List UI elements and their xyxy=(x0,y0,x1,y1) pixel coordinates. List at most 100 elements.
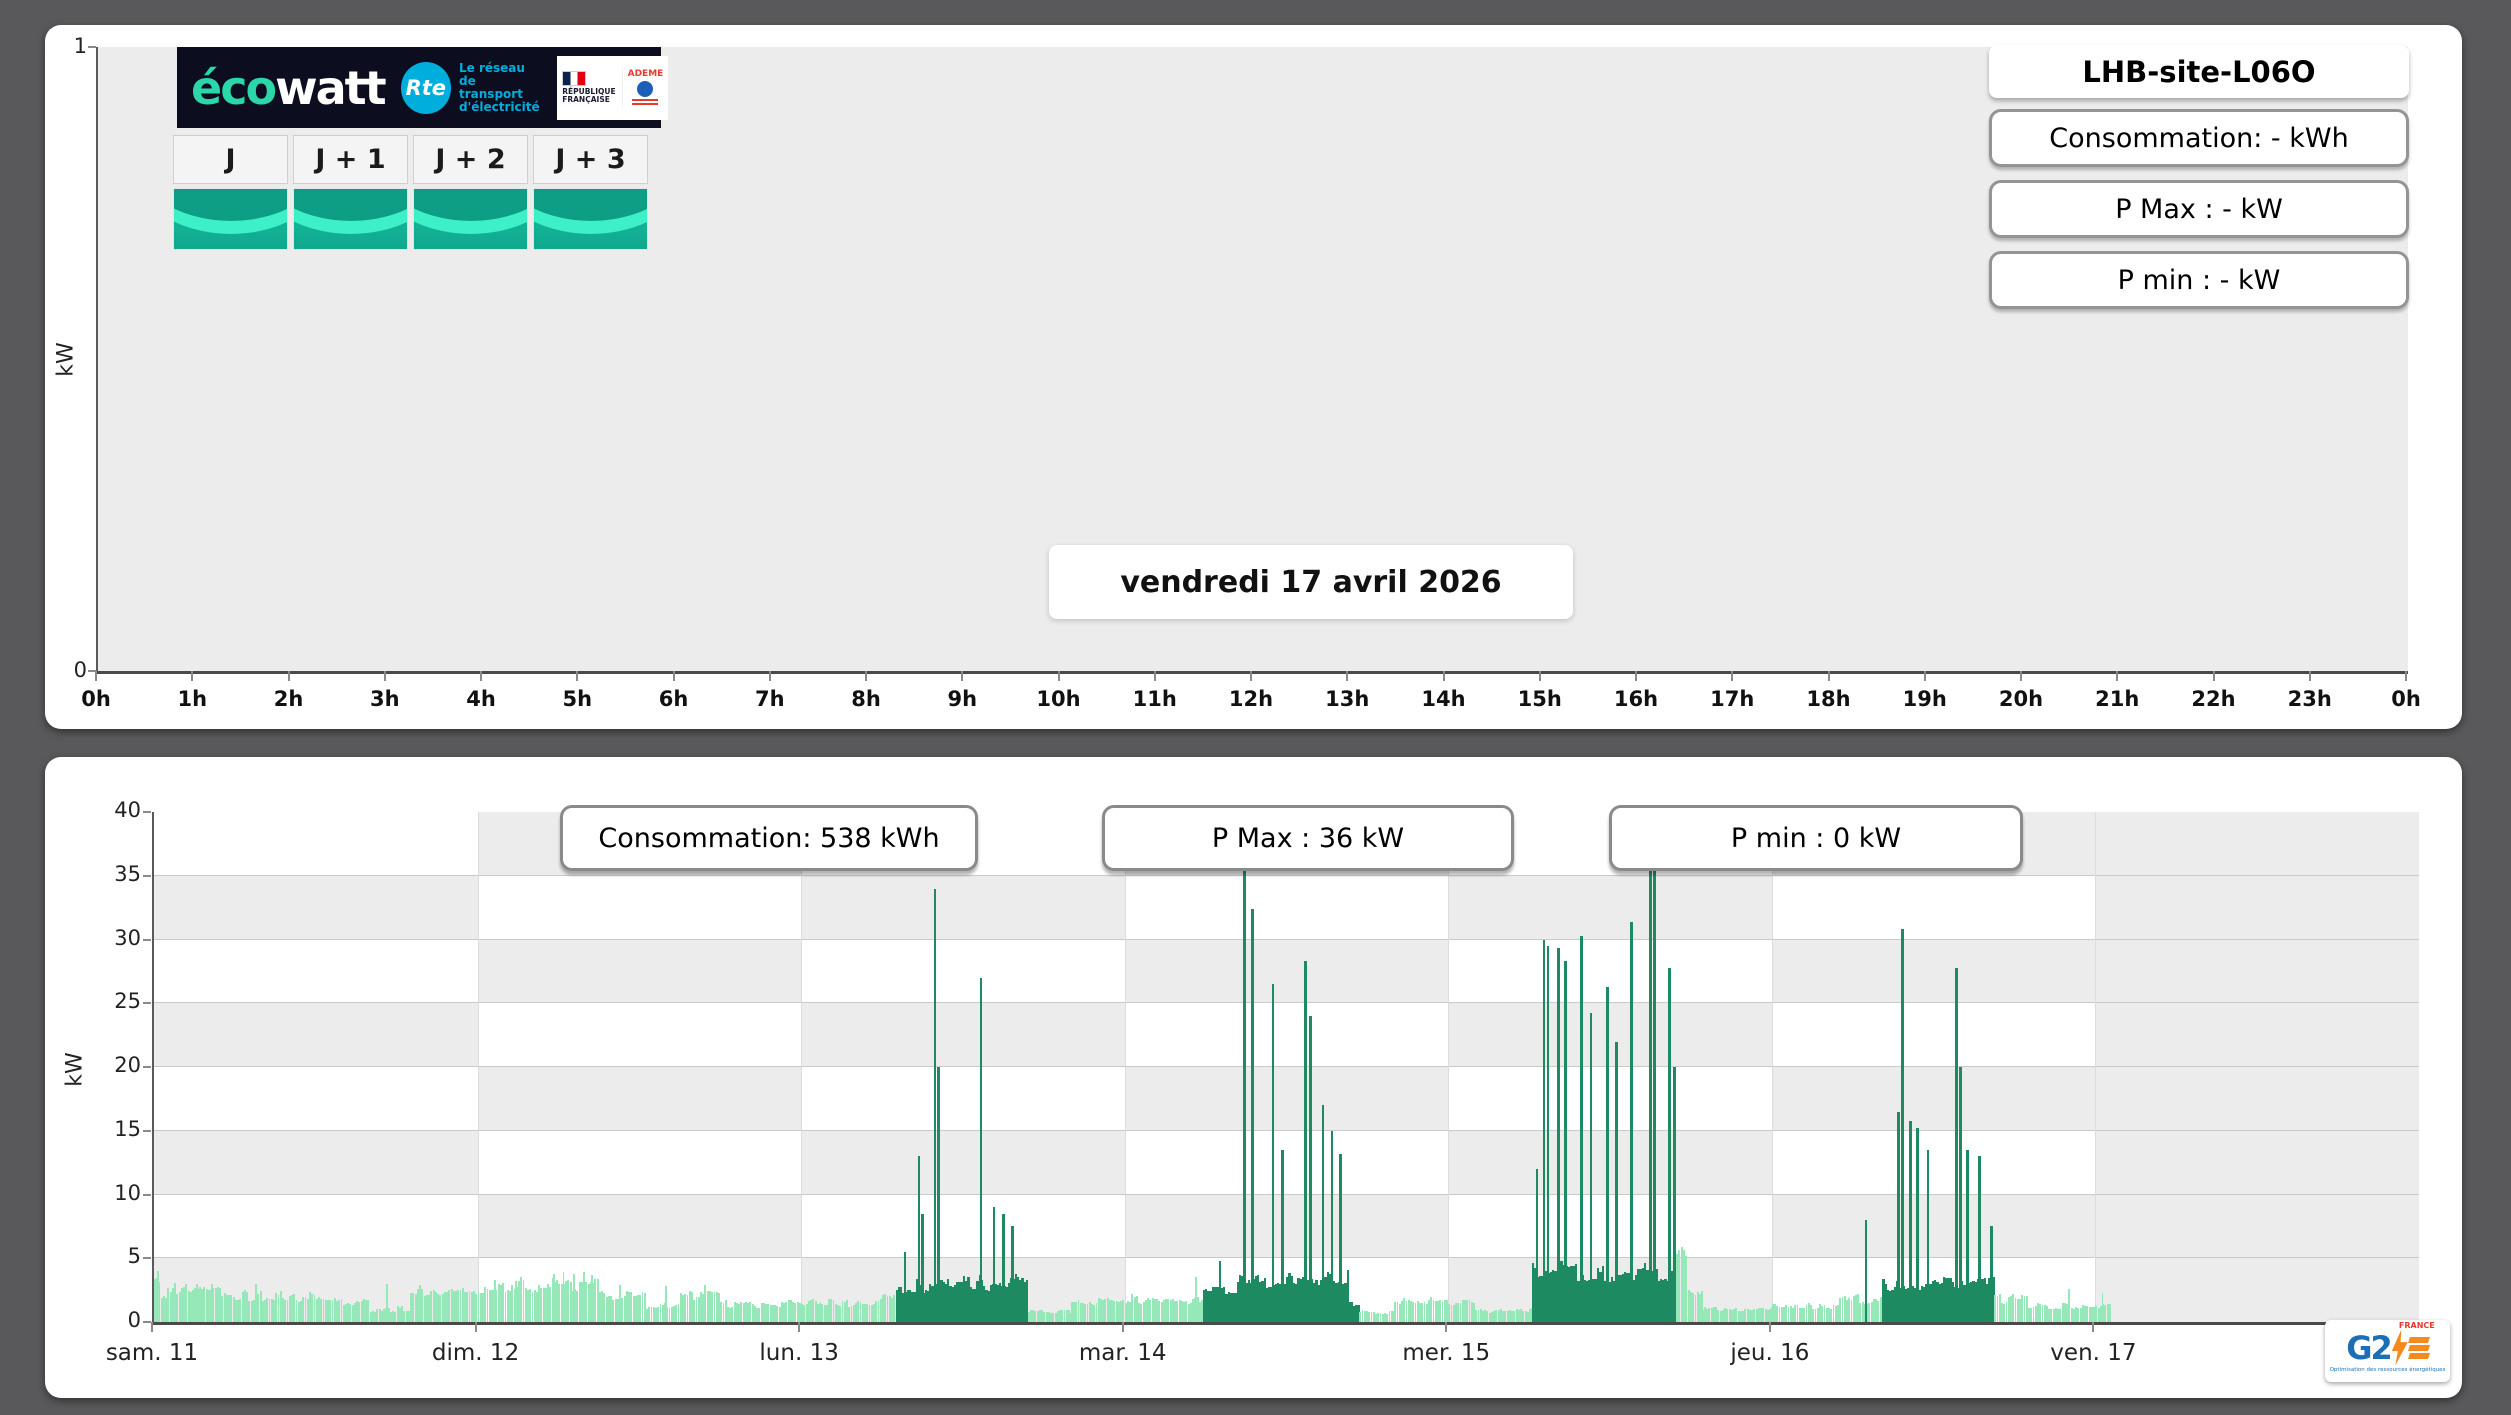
checker-cell xyxy=(154,939,478,1004)
consumption-bar xyxy=(1335,1283,1338,1322)
consumption-bar xyxy=(1798,1307,1801,1322)
x-tick-label: 22h xyxy=(2191,687,2236,711)
consumption-bar xyxy=(423,1295,426,1322)
consumption-bar xyxy=(1615,1041,1618,1322)
consumption-bar xyxy=(243,1290,246,1322)
consumption-bar xyxy=(185,1283,187,1322)
consumption-bar xyxy=(515,1281,518,1322)
consumption-bar xyxy=(160,1297,163,1322)
consumption-bar xyxy=(1016,1277,1020,1322)
consumption-bar xyxy=(1837,1305,1839,1322)
consumption-bar xyxy=(1701,1310,1704,1322)
consumption-bar xyxy=(2108,1303,2111,1322)
consumption-bar xyxy=(1771,1304,1774,1322)
consumption-bar xyxy=(475,1294,478,1322)
consumption-bar xyxy=(688,1290,691,1322)
consumption-bar xyxy=(551,1277,554,1322)
consumption-bar xyxy=(1183,1301,1186,1322)
consumption-bar xyxy=(2077,1308,2080,1322)
consumption-bar xyxy=(459,1289,462,1322)
consumption-bar xyxy=(911,1292,914,1322)
consumption-bar xyxy=(1621,1274,1624,1322)
consumption-bar xyxy=(569,1282,572,1322)
x-tick-mark xyxy=(1923,671,1926,681)
consumption-bar xyxy=(1810,1305,1812,1322)
weekly-chart-plot[interactable] xyxy=(152,812,2419,1325)
h-gridline xyxy=(154,1002,2419,1004)
consumption-bar xyxy=(1996,1296,1999,1322)
consumption-bar xyxy=(852,1304,855,1322)
consumption-bar xyxy=(1796,1305,1799,1322)
consumption-bar xyxy=(1599,1271,1602,1322)
consumption-bar xyxy=(1825,1308,1828,1322)
consumption-bar xyxy=(1412,1302,1415,1322)
ademe-caption-lines xyxy=(632,98,659,107)
consumption-bar xyxy=(1410,1300,1412,1322)
consumption-bar xyxy=(1920,1285,1923,1322)
consumption-bar xyxy=(1068,1309,1070,1322)
consumption-bar xyxy=(331,1300,334,1322)
consumption-bar xyxy=(675,1304,678,1322)
consumption-bar xyxy=(1552,1269,1555,1322)
consumption-bar xyxy=(1606,986,1609,1322)
consumption-bar xyxy=(576,1290,579,1322)
consumption-bar xyxy=(497,1283,500,1322)
consumption-bar xyxy=(210,1283,213,1322)
consumption-bar xyxy=(1268,1287,1271,1322)
consumption-bar xyxy=(1326,1272,1329,1322)
consumption-bar xyxy=(686,1295,689,1322)
consumption-bar xyxy=(1576,1280,1580,1322)
day-tab-J+1[interactable]: J + 1 xyxy=(293,135,408,250)
consumption-bar xyxy=(1401,1300,1403,1322)
consumption-bar xyxy=(953,1284,957,1322)
x-tick-label: 10h xyxy=(1036,687,1081,711)
consumption-bar xyxy=(1073,1301,1075,1322)
consumption-bar xyxy=(416,1288,419,1322)
consumption-bar xyxy=(1333,1281,1336,1322)
x-tick-label: 4h xyxy=(466,687,496,711)
consumption-bar xyxy=(989,1285,993,1322)
consumption-bar xyxy=(582,1272,585,1322)
consumption-bar xyxy=(762,1303,765,1322)
x-tick-mark xyxy=(576,671,579,681)
consumption-bar xyxy=(376,1309,379,1322)
consumption-bar xyxy=(1735,1308,1738,1322)
consumption-bar xyxy=(884,1294,887,1322)
consumption-bar xyxy=(612,1300,615,1322)
consumption-bar xyxy=(1209,1291,1212,1322)
consumption-bar xyxy=(974,1289,977,1322)
consumption-bar xyxy=(282,1298,284,1322)
consumption-bar xyxy=(342,1305,345,1322)
consumption-bar xyxy=(1916,1128,1919,1322)
consumption-bar xyxy=(578,1282,581,1322)
consumption-bar xyxy=(2016,1299,2019,1322)
consumption-bar xyxy=(756,1307,759,1322)
day-tab-J+3[interactable]: J + 3 xyxy=(533,135,648,250)
x-tick-label: 16h xyxy=(1613,687,1659,711)
consumption-bar xyxy=(441,1294,444,1322)
consumption-bar xyxy=(327,1300,329,1322)
consumption-bar xyxy=(1617,1274,1620,1322)
consumption-bar xyxy=(702,1294,705,1322)
consumption-bar xyxy=(868,1304,871,1322)
consumption-bar xyxy=(1855,1294,1857,1322)
consumption-bar xyxy=(1517,1309,1520,1322)
consumption-bar xyxy=(1583,1280,1586,1322)
consumption-bar xyxy=(466,1291,469,1322)
consumption-bar xyxy=(803,1304,806,1322)
consumption-bar xyxy=(1963,1285,1966,1322)
consumption-bar xyxy=(778,1306,781,1322)
day-tab-J[interactable]: J xyxy=(173,135,288,250)
consumption-bar xyxy=(205,1288,208,1322)
consumption-bar xyxy=(1895,1281,1899,1322)
consumption-bar xyxy=(1814,1308,1817,1322)
consumption-bar xyxy=(733,1302,736,1322)
consumption-bar xyxy=(1117,1301,1120,1322)
day-tab-J+2[interactable]: J + 2 xyxy=(413,135,528,250)
consumption-bar xyxy=(1904,1289,1908,1322)
consumption-bar xyxy=(1144,1299,1147,1322)
consumption-bar xyxy=(351,1305,354,1322)
consumption-bar xyxy=(1286,1277,1289,1322)
consumption-bar xyxy=(2070,1307,2073,1322)
consumption-bar xyxy=(547,1283,550,1322)
